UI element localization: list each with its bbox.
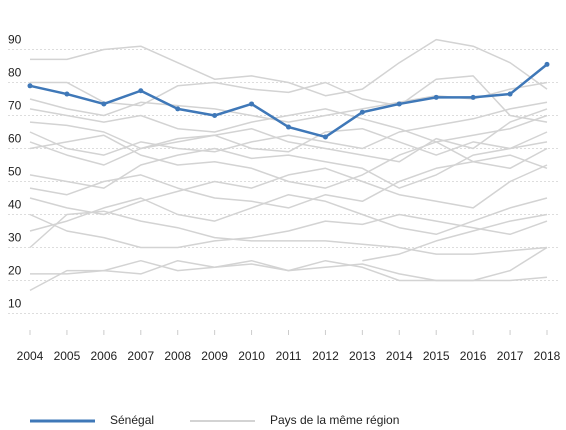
point [249,101,255,107]
x-tick-label: 2006 [91,349,118,363]
y-tick-label: 60 [8,132,22,146]
region-line [29,108,548,143]
point [470,94,476,100]
x-tick-label: 2012 [312,349,339,363]
x-tick-label: 2008 [164,349,191,363]
region-line [30,38,548,97]
x-tick-label: 2011 [276,349,302,363]
region-line [29,108,548,163]
point [322,134,328,140]
point [544,61,550,67]
x-tick-label: 2017 [497,349,524,363]
x-tick-label: 2009 [201,349,228,363]
region-line [362,213,548,262]
region-line [29,210,548,255]
region-line [29,141,548,189]
region-line [29,127,548,166]
legend-label: Pays de la même région [270,413,399,427]
x-tick-label: 2007 [127,349,154,363]
region-line [29,213,548,249]
y-tick-label: 40 [8,198,22,212]
y-tick-label: 10 [8,297,22,311]
y-tick-label: 50 [8,165,22,179]
region-line [29,193,548,236]
x-tick-label: 2018 [534,349,561,363]
x-tick-label: 2013 [349,349,376,363]
point [359,109,365,115]
point [27,83,33,89]
x-tick-label: 2016 [460,349,487,363]
x-tick-label: 2004 [17,349,44,363]
point [507,91,513,97]
point [212,113,218,118]
point [64,91,70,97]
x-tick-label: 2015 [423,349,450,363]
point [175,106,181,112]
point [433,94,439,100]
region-line [29,101,548,156]
y-tick-label: 70 [8,99,22,113]
point [396,101,402,107]
point [286,124,291,130]
region-line [29,164,548,216]
x-tick-label: 2010 [238,349,265,363]
region-line [29,154,548,209]
x-tick-label: 2014 [386,349,413,363]
point [138,88,144,94]
region-line [30,246,548,282]
region-line [29,259,548,292]
y-tick-label: 80 [8,66,22,80]
point [101,101,107,107]
region-line [29,134,548,189]
y-tick-label: 90 [8,33,22,47]
x-tick-label: 2005 [54,349,81,363]
legend-label: Sénégal [110,413,154,427]
y-tick-label: 30 [8,231,22,245]
y-tick-label: 20 [8,264,22,278]
region-line [30,75,548,123]
